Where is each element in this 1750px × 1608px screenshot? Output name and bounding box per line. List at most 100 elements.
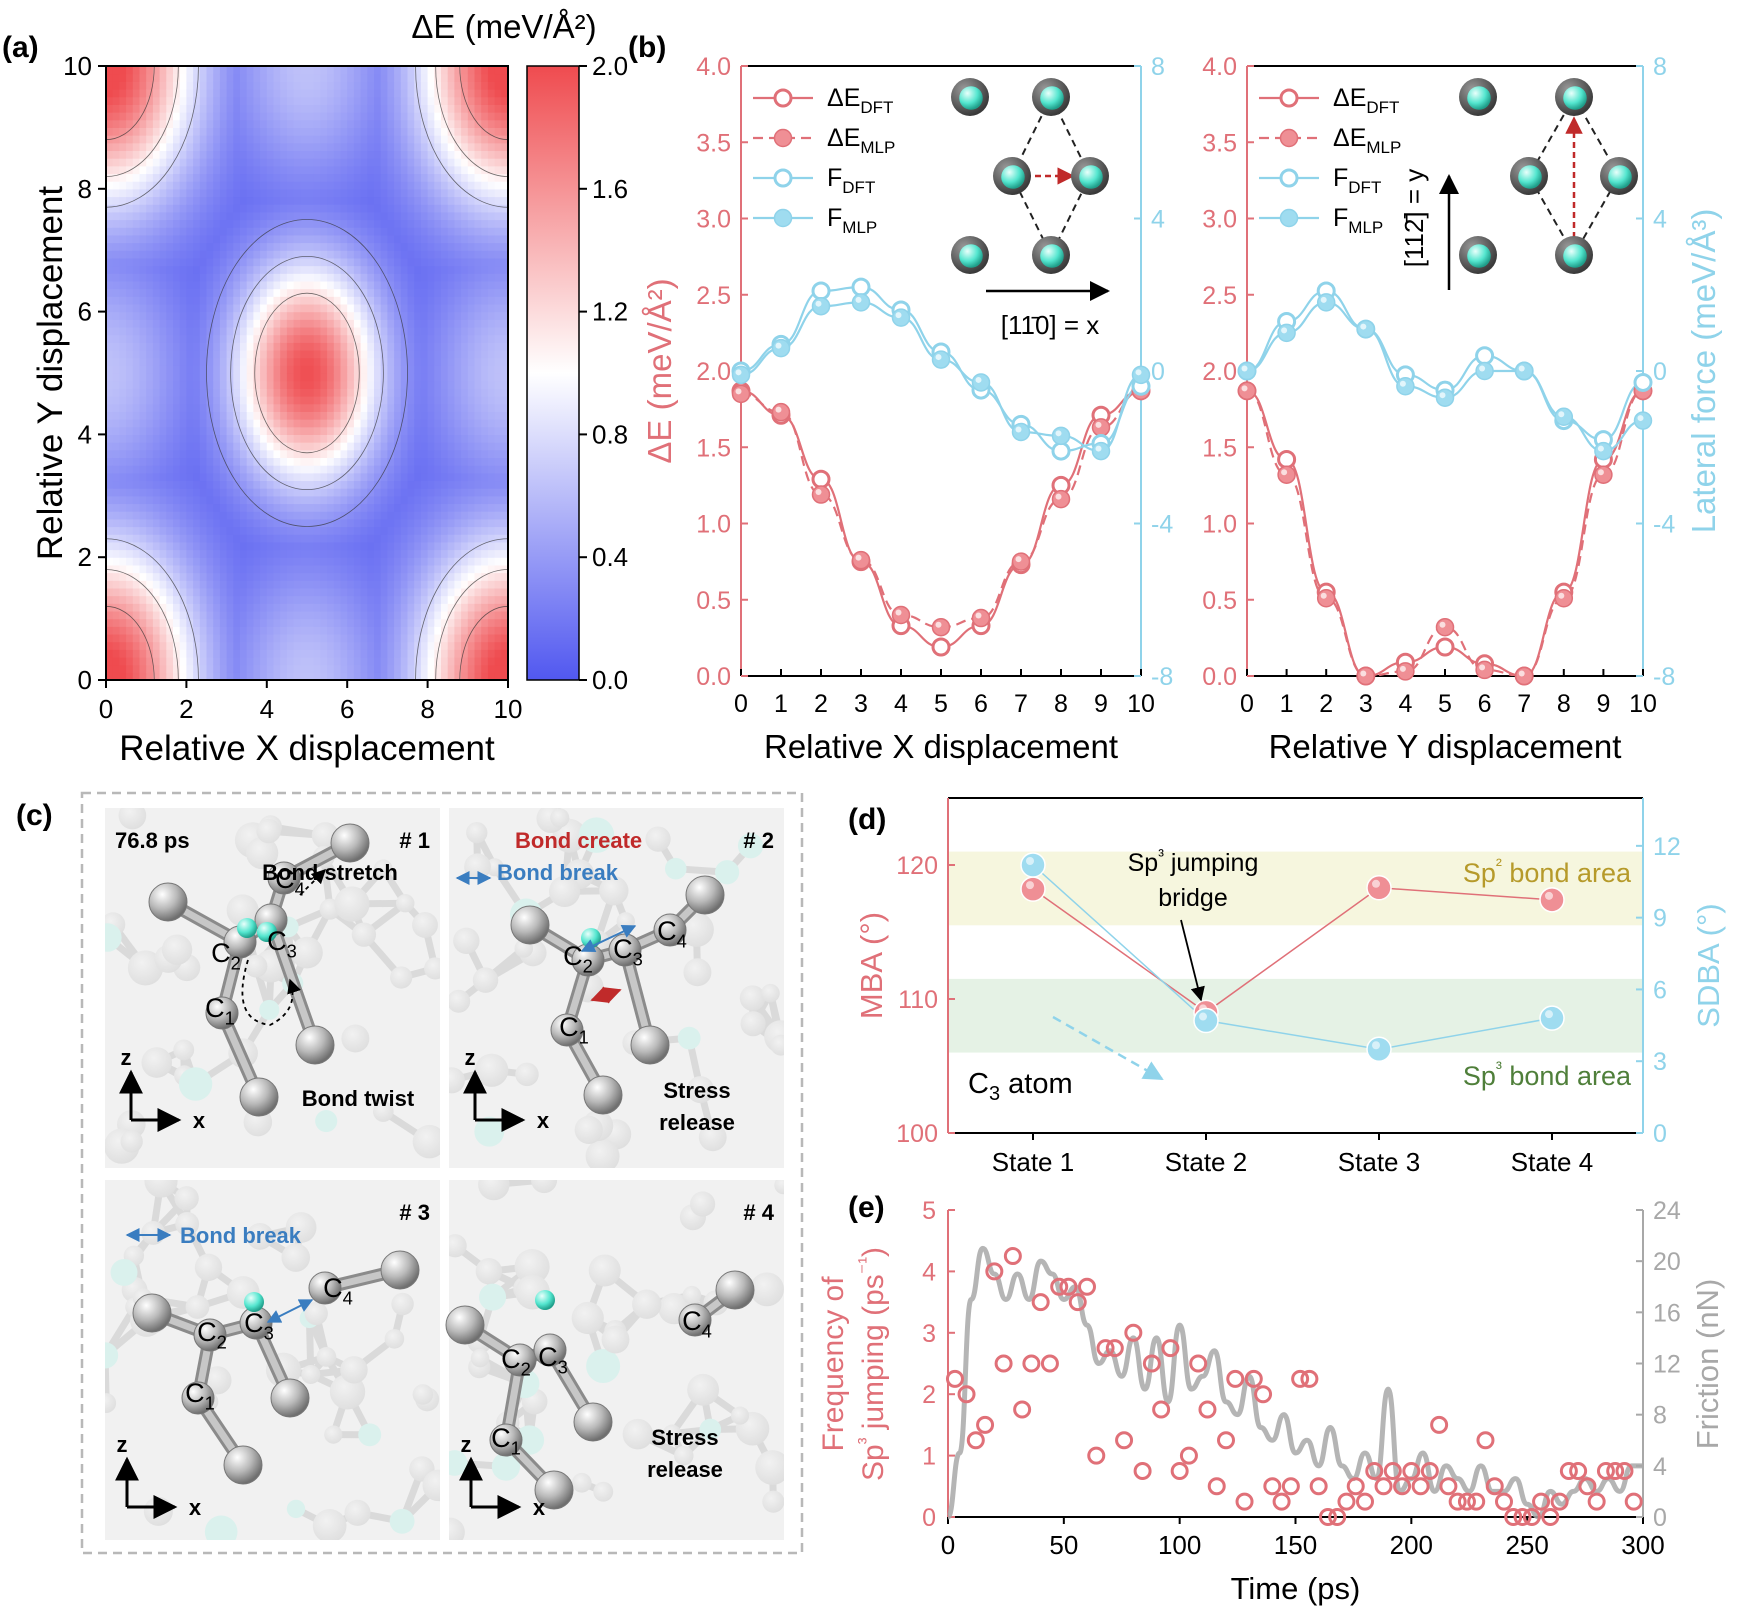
- heatmap-cell: [166, 403, 174, 412]
- heatmap-cell: [353, 326, 362, 336]
- heatmap-cell: [260, 664, 268, 673]
- heatmap-cell: [374, 66, 382, 75]
- heatmap-cell: [441, 419, 449, 428]
- heatmap-cell: [199, 434, 208, 443]
- heatmap-cell: [106, 357, 114, 366]
- heatmap-cell: [481, 365, 489, 374]
- heatmap-frame: [105, 65, 509, 681]
- heatmap-cell: [380, 250, 388, 259]
- heatmap-cell: [374, 656, 382, 666]
- heatmap-cell: [467, 526, 476, 535]
- heatmap-cell: [226, 196, 234, 205]
- heatmap-cell: [286, 250, 295, 259]
- heatmap-cell: [367, 173, 375, 182]
- heatmap-cell: [159, 626, 167, 635]
- heatmap-cell: [159, 165, 167, 175]
- heatmap-cell: [106, 242, 114, 251]
- heatmap-cell: [266, 580, 275, 589]
- heatmap-cell: [374, 672, 382, 680]
- y-tick-label: 2.0: [696, 358, 731, 386]
- heatmap-cell: [461, 112, 469, 121]
- heatmap-cell: [407, 349, 415, 359]
- heatmap-cell: [454, 311, 462, 320]
- heatmap-cell: [119, 296, 127, 305]
- heatmap-cell: [106, 349, 114, 359]
- heatmap-cell: [193, 242, 201, 251]
- heatmap-cell: [193, 587, 201, 597]
- heatmap-cell: [374, 342, 382, 351]
- heatmap-cell: [126, 112, 134, 121]
- heatmap-cell: [226, 488, 234, 497]
- heatmap-cell: [280, 158, 288, 167]
- heatmap-cell: [501, 326, 508, 336]
- heatmap-cell: [353, 334, 362, 343]
- heatmap-cell: [206, 388, 214, 397]
- heatmap-cell: [447, 104, 455, 113]
- heatmap-cell: [112, 357, 120, 366]
- heatmap-cell: [380, 303, 388, 313]
- heatmap-cell: [166, 465, 174, 474]
- heatmap-cell: [494, 303, 502, 313]
- heatmap-cell: [441, 89, 449, 98]
- heatmap-cell: [400, 349, 409, 359]
- heatmap-cell: [374, 396, 382, 405]
- heatmap-cell: [487, 518, 496, 528]
- heatmap-cell: [139, 188, 147, 198]
- heatmap-cell: [400, 503, 409, 512]
- heatmap-cell: [253, 66, 261, 75]
- heatmap-cell: [387, 388, 395, 397]
- heatmap-cell: [333, 388, 342, 397]
- heatmap-cell: [501, 618, 508, 627]
- heatmap-cell: [286, 196, 295, 205]
- heatmap-cell: [407, 480, 415, 489]
- heatmap-cell: [340, 66, 348, 75]
- heatmap-cell: [233, 419, 241, 428]
- heatmap-cell: [394, 188, 402, 198]
- heatmap-cell: [420, 641, 429, 650]
- heatmap-cell: [166, 280, 174, 290]
- heatmap-cell: [454, 135, 462, 144]
- heatmap-cell: [313, 449, 321, 459]
- heatmap-cell: [106, 365, 114, 374]
- heatmap-cell: [199, 649, 208, 658]
- heatmap-cell: [206, 303, 214, 313]
- heatmap-cell: [333, 257, 342, 267]
- heatmap-cell: [206, 311, 214, 320]
- heatmap-cell: [266, 396, 275, 405]
- heatmap-cell: [307, 250, 315, 259]
- heatmap-cell: [280, 112, 288, 121]
- heatmap-cell: [253, 511, 261, 520]
- heatmap-cell: [481, 495, 489, 505]
- heatmap-cell: [193, 442, 201, 451]
- heatmap-cell: [427, 526, 435, 535]
- heatmap-cell: [400, 242, 409, 251]
- heatmap-cell: [186, 457, 194, 466]
- heatmap-cell: [226, 242, 234, 251]
- heatmap-cell: [226, 342, 234, 351]
- heatmap-cell: [394, 311, 402, 320]
- heatmap-cell: [293, 73, 301, 82]
- heatmap-cell: [454, 365, 462, 374]
- heatmap-y-label: Relative Y displacement: [31, 186, 70, 560]
- heatmap-cell: [152, 96, 161, 105]
- heatmap-cell: [146, 426, 154, 435]
- heatmap-cell: [193, 81, 201, 90]
- heatmap-cell: [246, 403, 254, 412]
- heatmap-cell: [313, 641, 321, 650]
- heatmap-cell: [367, 66, 375, 75]
- heatmap-cell: [481, 388, 489, 397]
- heatmap-cell: [481, 181, 489, 190]
- heatmap-cell: [501, 396, 508, 405]
- heatmap-cell: [313, 265, 321, 274]
- heatmap-cell: [119, 641, 127, 650]
- heatmap-cell: [173, 326, 181, 336]
- heatmap-cell: [119, 227, 127, 236]
- heatmap-cell: [467, 633, 476, 643]
- heatmap-cell: [219, 518, 228, 528]
- heatmap-cell: [260, 204, 268, 213]
- heatmap-cell: [199, 373, 208, 382]
- heatmap-cell: [159, 127, 167, 136]
- heatmap-cell: [126, 326, 134, 336]
- heatmap-cell: [454, 112, 462, 121]
- heatmap-cell: [333, 380, 342, 389]
